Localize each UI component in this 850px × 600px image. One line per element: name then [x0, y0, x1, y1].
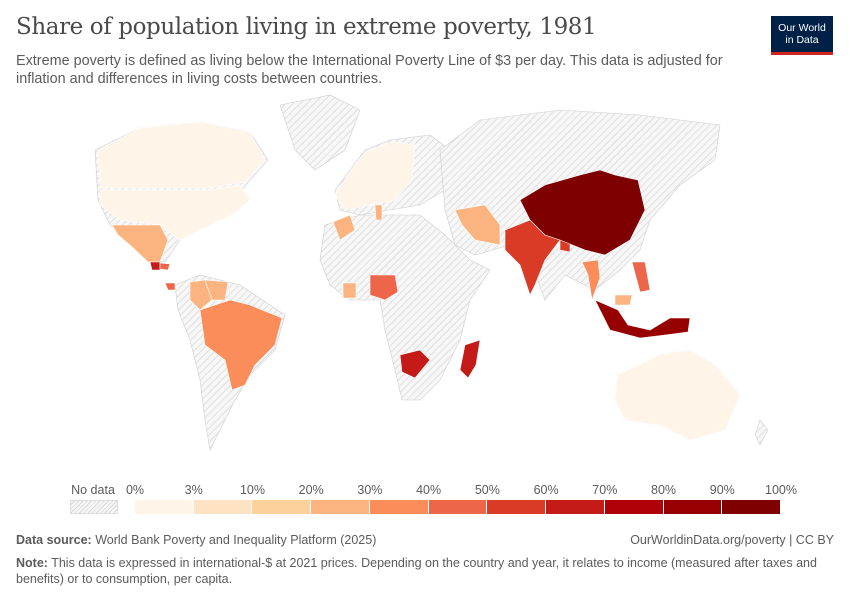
country-canada[interactable] [97, 121, 266, 189]
legend-tick-label: 0% [125, 483, 145, 497]
legend-no-data-label: No data [71, 483, 115, 497]
legend-bin-7[interactable] [546, 500, 605, 514]
legend-bin-8[interactable] [604, 500, 664, 514]
landmass-greenland [279, 94, 361, 171]
legend-tick-label: 80% [651, 483, 677, 497]
chart-title: Share of population living in extreme po… [16, 14, 597, 40]
country-thailand[interactable] [581, 259, 601, 302]
country-western-europe[interactable] [334, 141, 416, 211]
country-botswana[interactable] [399, 349, 431, 379]
country-honduras[interactable] [159, 262, 171, 271]
legend-bin-2[interactable] [252, 500, 312, 514]
owid-logo[interactable]: Our World in Data [771, 16, 833, 55]
source-text: World Bank Poverty and Inequality Platfo… [95, 533, 377, 547]
legend-bin-1[interactable] [193, 500, 253, 514]
logo-line-1: Our World [778, 22, 826, 34]
chart-subtitle: Extreme poverty is defined as living bel… [16, 53, 723, 87]
legend-no-data-swatch[interactable] [70, 500, 118, 514]
legend-tick-label: 40% [416, 483, 442, 497]
country-morocco[interactable] [332, 214, 356, 241]
legend-bin-9[interactable] [663, 500, 723, 514]
legend-bin-6[interactable] [487, 500, 547, 514]
country-madagascar[interactable] [459, 339, 481, 379]
legend: No data 0% 3% 10% 20% 30% 40% 50% 60% 70% 80% 90% 1… [0, 480, 850, 520]
logo-line-2: in Data [785, 34, 819, 46]
country-mexico[interactable] [111, 224, 169, 263]
note-text: This data is expressed in international-… [16, 556, 817, 586]
world-map [94, 94, 769, 451]
note-label: Note: [16, 556, 48, 570]
country-philippines[interactable] [631, 261, 651, 293]
country-guatemala[interactable] [149, 261, 161, 271]
landmass-new-zealand [754, 419, 769, 446]
legend-tick-label: 30% [357, 483, 383, 497]
country-australia[interactable] [614, 349, 741, 441]
country-venezuela[interactable] [204, 279, 229, 301]
country-malaysia[interactable] [614, 294, 633, 306]
data-source: Data source: World Bank Poverty and Ineq… [16, 533, 376, 547]
note: Note: This data is expressed in internat… [16, 555, 826, 587]
legend-tick-label: 3% [184, 483, 203, 497]
country-brazil[interactable] [199, 299, 283, 391]
legend-bin-3[interactable] [311, 500, 370, 514]
legend-tick-label: 50% [474, 483, 500, 497]
legend-bin-0[interactable] [135, 500, 194, 514]
country-united-states[interactable] [99, 184, 251, 241]
legend-tick-label: 100% [765, 483, 797, 497]
legend-tick-label: 10% [239, 483, 265, 497]
legend-bin-5[interactable] [428, 500, 488, 514]
source-label: Data source: [16, 533, 92, 547]
legend-tick-label: 60% [533, 483, 559, 497]
legend-tick-label: 20% [298, 483, 324, 497]
legend-bin-4[interactable] [369, 500, 429, 514]
legend-tick-label: 90% [709, 483, 735, 497]
country-nigeria[interactable] [369, 274, 399, 301]
country-costa-rica[interactable] [164, 282, 176, 291]
country-tunisia[interactable] [374, 204, 383, 221]
legend-tick-label: 70% [592, 483, 618, 497]
source-link[interactable]: OurWorldinData.org/poverty | CC BY [630, 533, 834, 547]
legend-bin-10[interactable] [722, 500, 781, 514]
country-colombia[interactable] [189, 279, 213, 311]
country-indonesia[interactable] [594, 299, 691, 339]
country-china[interactable] [519, 169, 646, 256]
country-iran[interactable] [454, 204, 501, 246]
country-c-te-d-ivoire[interactable] [342, 282, 357, 299]
